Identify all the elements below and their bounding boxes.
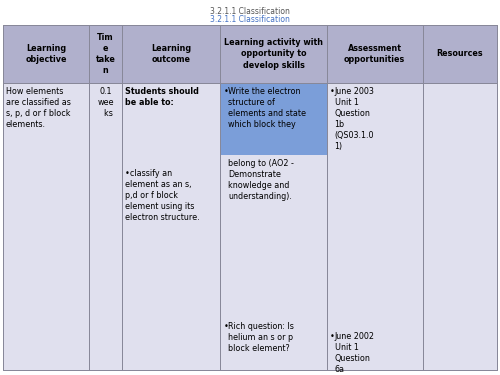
Bar (423, 25, 497, 83)
Text: •: • (224, 87, 228, 96)
Text: 3.2.1.1 Classification: 3.2.1.1 Classification (210, 7, 290, 16)
Bar (90, 25, 122, 83)
Bar (326, 25, 423, 83)
Bar (3, 25, 90, 83)
Text: June 2002
Unit 1
Question
6a
(QS02.1.0
6): June 2002 Unit 1 Question 6a (QS02.1.0 6… (334, 332, 374, 375)
Bar (326, 83, 423, 370)
Text: •: • (224, 322, 228, 331)
Bar (3, 83, 90, 370)
Bar (122, 83, 220, 370)
Text: •classify an
element as an s,
p,d or f block
element using its
electron structur: •classify an element as an s, p,d or f b… (124, 169, 199, 222)
Text: Learning
outcome: Learning outcome (151, 44, 191, 64)
Bar (220, 83, 326, 370)
Bar (3, 25, 90, 83)
Text: Learning
objective: Learning objective (26, 44, 67, 64)
Text: Resources: Resources (436, 50, 484, 58)
Text: 0.1
wee
  ks: 0.1 wee ks (98, 87, 114, 118)
Text: How elements
are classified as
s, p, d or f block
elements.: How elements are classified as s, p, d o… (6, 87, 71, 129)
Bar (220, 25, 326, 83)
Bar (326, 83, 423, 370)
Text: Assessment
opportunities: Assessment opportunities (344, 44, 406, 64)
Text: Write the electron
structure of
elements and state
which block they: Write the electron structure of elements… (228, 87, 306, 129)
Bar (90, 83, 122, 370)
Text: 3.2.1.1 Classification: 3.2.1.1 Classification (210, 15, 290, 24)
Bar (423, 83, 497, 370)
Bar (90, 25, 122, 83)
Bar (423, 83, 497, 370)
Bar (220, 83, 326, 155)
Text: belong to (AO2 -
Demonstrate
knowledge and
understanding).: belong to (AO2 - Demonstrate knowledge a… (228, 159, 294, 201)
Bar (326, 25, 423, 83)
Bar (122, 25, 220, 83)
Text: Students should
be able to:: Students should be able to: (124, 87, 198, 107)
Text: Rich question: Is
helium an s or p
block element?: Rich question: Is helium an s or p block… (228, 322, 294, 353)
Bar (220, 25, 326, 83)
Bar (90, 83, 122, 370)
Bar (423, 25, 497, 83)
Text: Tim
e
take
n: Tim e take n (96, 33, 116, 75)
Text: •: • (330, 332, 334, 340)
Text: •: • (330, 87, 334, 96)
Text: June 2003
Unit 1
Question
1b
(QS03.1.0
1): June 2003 Unit 1 Question 1b (QS03.1.0 1… (334, 87, 374, 152)
Bar (122, 83, 220, 370)
Bar (220, 83, 326, 370)
Bar (122, 25, 220, 83)
Bar (3, 83, 90, 370)
Text: Learning activity with
opportunity to
develop skills: Learning activity with opportunity to de… (224, 38, 323, 70)
